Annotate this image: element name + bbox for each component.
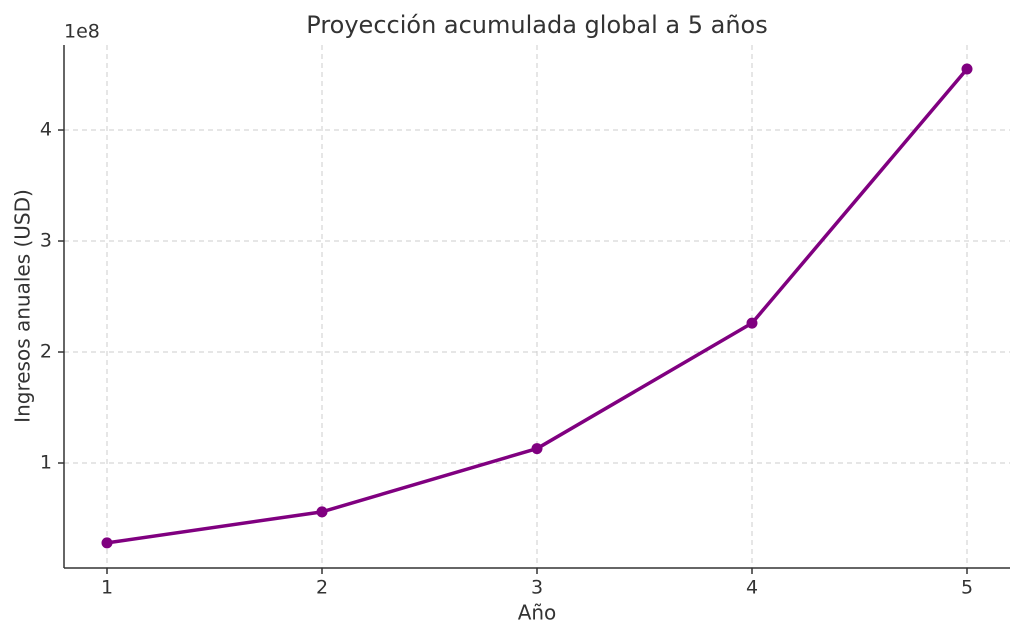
y-tick-label: 1: [40, 452, 52, 474]
x-tick-label: 4: [746, 577, 758, 599]
chart-title: Proyección acumulada global a 5 años: [306, 11, 767, 39]
x-tick-label: 2: [316, 577, 328, 599]
x-tick-label: 3: [531, 577, 543, 599]
data-point: [316, 506, 328, 518]
data-point: [961, 63, 973, 75]
data-point: [101, 537, 113, 549]
x-tick-label: 1: [101, 577, 113, 599]
data-point: [531, 443, 543, 455]
y-axis-label: Ingresos anuales (USD): [11, 189, 35, 423]
y-offset-label: 1e8: [64, 21, 100, 43]
y-tick-label: 3: [40, 230, 52, 252]
x-tick-label: 5: [961, 577, 973, 599]
x-axis-label: Año: [518, 601, 557, 625]
y-tick-label: 2: [40, 341, 52, 363]
y-tick-label: 4: [40, 119, 52, 141]
data-point: [746, 317, 758, 329]
